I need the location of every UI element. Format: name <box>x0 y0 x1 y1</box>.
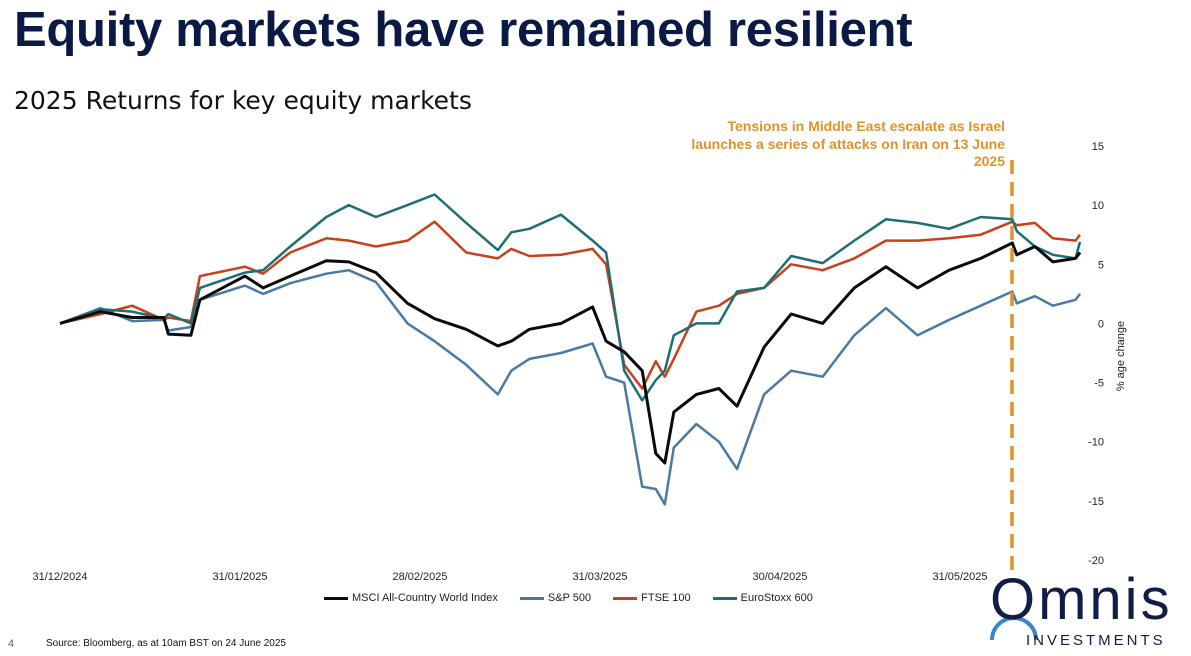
y-tick-label: -20 <box>1088 555 1104 567</box>
page-title: Equity markets have remained resilient <box>14 3 913 57</box>
legend-item-msci: MSCI All-Country World Index <box>324 592 498 604</box>
legend-label-ftse: FTSE 100 <box>641 592 691 604</box>
series-line-s-p-500 <box>59 268 1081 506</box>
legend-label-msci: MSCI All-Country World Index <box>352 592 498 604</box>
legend-swatch-msci <box>324 596 348 600</box>
y-tick-label: 0 <box>1098 318 1104 330</box>
legend-item-ftse: FTSE 100 <box>613 592 691 604</box>
y-tick-label: -10 <box>1088 437 1104 449</box>
legend-item-eurostoxx: EuroStoxx 600 <box>712 592 813 604</box>
series-line-eurostoxx-600 <box>59 193 1082 402</box>
logo-subtext: INVESTMENTS <box>1026 632 1166 649</box>
x-tick-label: 31/12/2024 <box>32 571 87 583</box>
logo-wordmark: Omnis <box>990 567 1173 632</box>
legend-swatch-eurostoxx <box>712 596 737 600</box>
x-tick-label: 28/02/2025 <box>392 571 447 583</box>
x-tick-label: 30/04/2025 <box>752 571 807 583</box>
legend-item-sp500: S&P 500 <box>519 592 592 604</box>
x-tick-label: 31/05/2025 <box>932 571 987 583</box>
x-tick-label: 31/01/2025 <box>212 571 267 583</box>
event-annotation: Tensions in Middle East escalate as Isra… <box>691 118 1005 169</box>
page-subtitle: 2025 Returns for key equity markets <box>14 86 472 115</box>
x-axis-ticks: 31/12/2024 31/01/2025 28/02/2025 31/03/2025… <box>32 571 987 583</box>
logo-arc-icon <box>990 616 1038 641</box>
omnis-logo: Omnis INVESTMENTS <box>986 567 1186 656</box>
x-tick-label: 31/03/2025 <box>572 571 627 583</box>
series-line-ftse-100 <box>59 220 1081 390</box>
source-note: Source: Bloomberg, as at 10am BST on 24 … <box>46 638 286 649</box>
y-tick-label: -15 <box>1088 496 1104 508</box>
y-axis-label: % age change <box>1115 321 1127 391</box>
page-number: 4 <box>8 638 15 650</box>
y-axis-ticks: 15 10 5 0 -5 -10 -15 -20 <box>1088 141 1104 567</box>
y-tick-label: 15 <box>1092 141 1104 153</box>
legend-label-sp500: S&P 500 <box>547 592 592 604</box>
legend-label-eurostoxx: EuroStoxx 600 <box>740 592 813 604</box>
y-tick-label: -5 <box>1094 378 1104 390</box>
legend-swatch-ftse <box>613 596 638 600</box>
legend-swatch-sp500 <box>519 596 544 600</box>
series-lines <box>59 193 1082 506</box>
chart-legend: MSCI All-Country World Index S&P 500 FTS… <box>324 592 813 604</box>
y-tick-label: 5 <box>1098 259 1104 271</box>
series-line-msci-all-country-world-index <box>59 241 1082 465</box>
y-tick-label: 10 <box>1092 200 1104 212</box>
